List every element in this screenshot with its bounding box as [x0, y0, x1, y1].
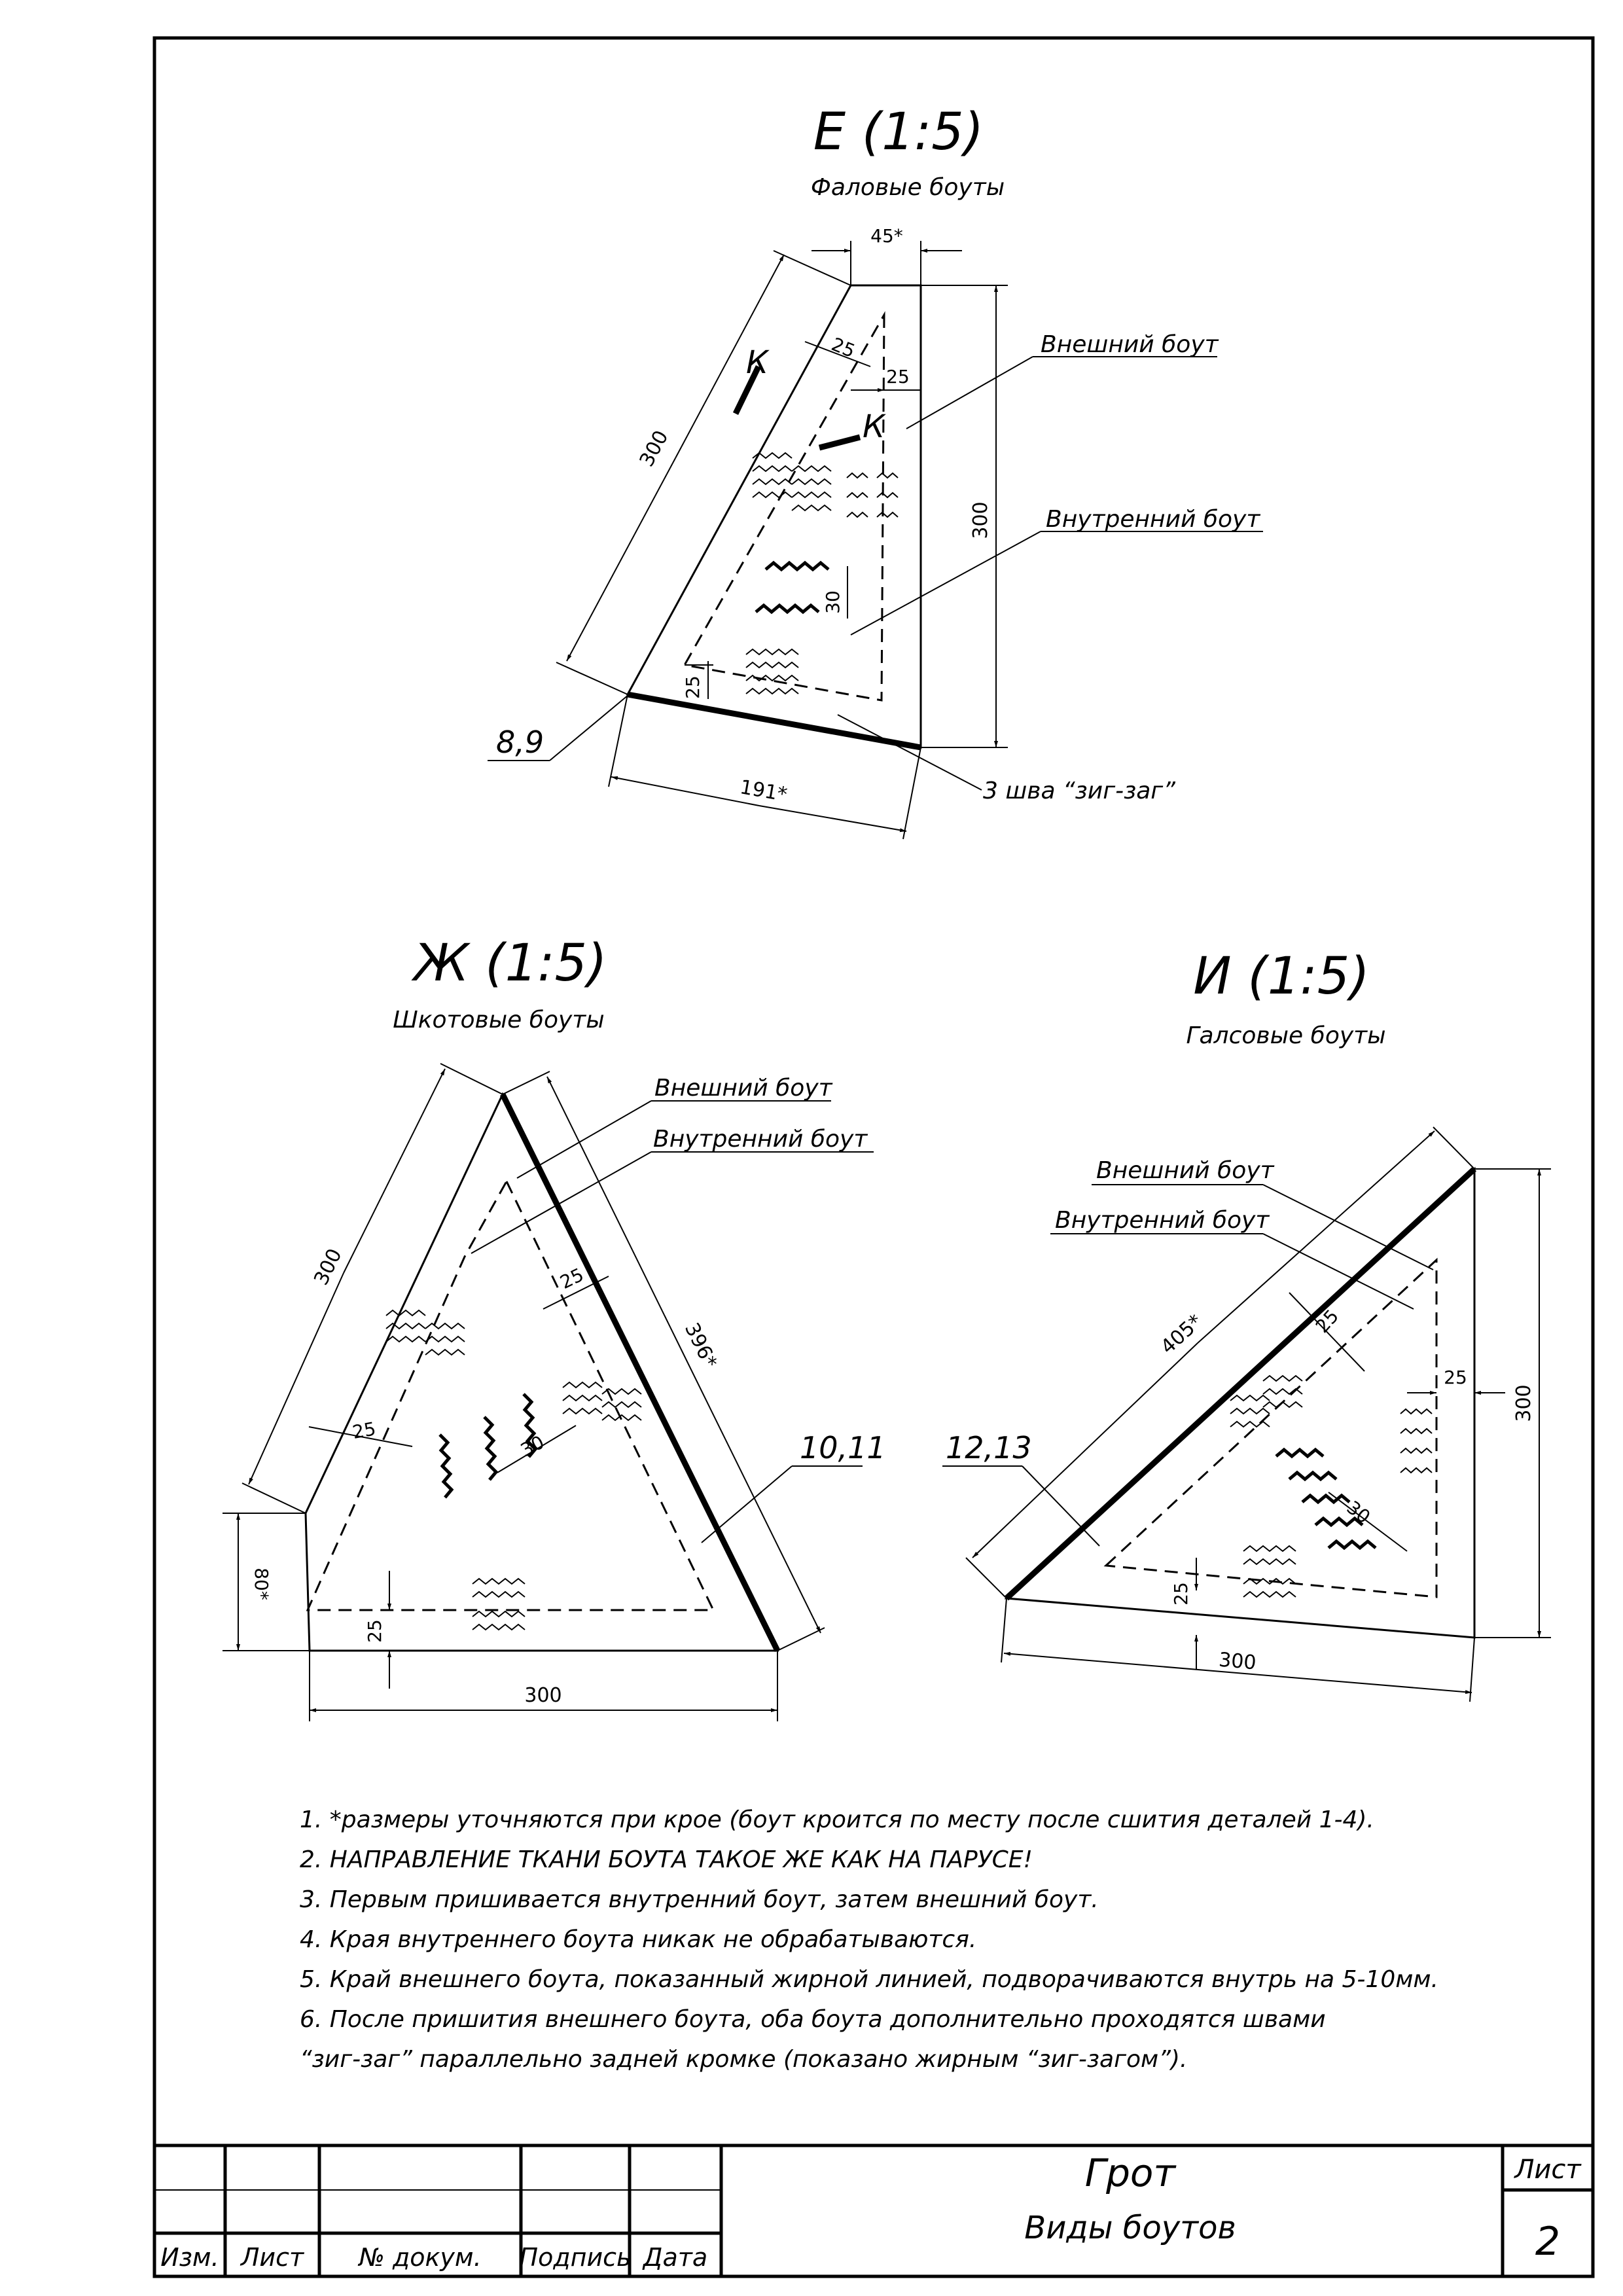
view-i-bold-edge	[1004, 1166, 1477, 1601]
view-e-title: Е (1:5)	[813, 103, 984, 162]
view-e-subtitle: Фаловые боуты	[811, 174, 1005, 201]
view-e-zigzag-patches	[745, 452, 899, 695]
view-i-dim-300-vertical: 300	[1512, 1384, 1535, 1422]
note-3: 3. Первым пришивается внутренний боут, з…	[300, 1886, 1099, 1913]
view-zh-label-outer: Внешний боут	[654, 1075, 833, 1102]
view-e: Е (1:5) Фаловые боуты 45* 300 300 191*	[488, 103, 1263, 840]
view-i-inner-outline	[1103, 1257, 1438, 1598]
view-zh-bold-zigzags	[438, 1393, 538, 1499]
view-i-subtitle: Галсовые боуты	[1186, 1022, 1385, 1049]
title-block-header-change: Изм.	[160, 2243, 219, 2272]
title-block-header-sheet: Лист	[240, 2243, 305, 2272]
view-i-dim-300-bottom: 300	[1218, 1649, 1257, 1675]
view-e-dim-300-slanted: 300	[635, 427, 673, 471]
view-e-label-outer: Внешний боут	[1041, 331, 1219, 358]
note-2: 2. НАПРАВЛЕНИЕ ТКАНИ БОУТА ТАКОЕ ЖЕ КАК …	[300, 1846, 1033, 1873]
view-e-bold-edge	[627, 691, 921, 751]
view-zh-dim-300-bottom: 300	[524, 1684, 562, 1707]
drawing-name: Грот	[1085, 2151, 1177, 2195]
view-i: И (1:5) Галсовые боуты 405* 300 300 25 2…	[942, 947, 1551, 1702]
view-i-title: И (1:5)	[1193, 947, 1370, 1006]
notes-block: 1. *размеры уточняются при крое (боут кр…	[300, 1800, 1543, 2079]
note-6: 6. После пришития внешнего боута, оба бо…	[300, 2006, 1326, 2033]
view-e-dim-25-a: 25	[829, 333, 858, 362]
note-5: 5. Край внешнего боута, показанный жирно…	[300, 1966, 1438, 1993]
view-i-ref-label: 12,13	[946, 1430, 1032, 1465]
view-e-inner-outline	[683, 311, 885, 702]
view-e-dim-25-c: 25	[682, 675, 704, 699]
title-block: Изм. Лист № докум. Подпись Дата Грот Вид…	[154, 2144, 1593, 2276]
view-zh-dim-25-c: 25	[364, 1619, 385, 1643]
note-1: 1. *размеры уточняются при крое (боут кр…	[300, 1806, 1374, 1833]
view-zh-bold-edge	[499, 1093, 781, 1652]
view-i-dim-25-a: 25	[1311, 1305, 1343, 1337]
view-e-bold-zigzags	[755, 560, 830, 615]
view-zh: Ж (1:5) Шкотовые боуты 300 396* 25 25 80…	[223, 934, 886, 1721]
sheet-frame	[152, 36, 1595, 2278]
view-e-dim-300-vertical: 300	[969, 501, 992, 539]
view-e-seams-label: 3 шва “зиг-заг”	[983, 778, 1175, 804]
sheet-number: 2	[1535, 2219, 1560, 2265]
view-zh-dim-300-slanted: 300	[310, 1245, 347, 1289]
sheet-label: Лист	[1513, 2155, 1582, 2185]
view-zh-subtitle: Шкотовые боуты	[393, 1007, 604, 1033]
note-6-continued: “зиг-заг” параллельно задней кромке (пок…	[300, 2046, 1188, 2073]
view-i-dim-25-b: 25	[1444, 1367, 1467, 1388]
view-zh-dim-80: 80*	[251, 1568, 272, 1600]
view-i-dim-25-c: 25	[1170, 1582, 1192, 1605]
title-block-header-signature: Подпись	[520, 2243, 632, 2272]
note-4: 4. Края внутреннего боута никак не обраб…	[300, 1926, 977, 1953]
view-zh-ref-label: 10,11	[800, 1430, 886, 1465]
view-i-outer-outline	[1004, 1166, 1476, 1639]
view-zh-zigzag-patches	[385, 1309, 642, 1631]
view-i-label-inner: Внутренний боут	[1055, 1207, 1270, 1234]
view-e-dim-45: 45*	[870, 225, 903, 247]
view-i-label-outer: Внешний боут	[1096, 1157, 1275, 1184]
sheet-title: Виды боутов	[1024, 2210, 1236, 2246]
view-e-mark-k2: К	[863, 408, 886, 445]
view-i-zigzag-patches	[1230, 1374, 1433, 1598]
view-zh-dim-396: 396*	[680, 1319, 721, 1372]
view-zh-title: Ж (1:5)	[411, 934, 607, 993]
view-e-dim-191: 191*	[738, 776, 789, 806]
title-block-header-doc: № докум.	[357, 2243, 481, 2272]
view-e-dim-30: 30	[822, 590, 844, 614]
view-zh-inner-outline	[306, 1179, 715, 1611]
view-e-mark-k1: К	[746, 344, 770, 381]
view-i-dim-405: 405*	[1156, 1310, 1207, 1359]
view-e-dim-25-b: 25	[886, 366, 910, 387]
view-zh-label-inner: Внутренний боут	[653, 1126, 868, 1153]
view-e-ref-label: 8,9	[496, 725, 544, 760]
title-block-header-date: Дата	[642, 2243, 707, 2272]
view-e-label-inner: Внутренний боут	[1046, 506, 1260, 533]
view-zh-dim-25-b: 25	[351, 1418, 378, 1443]
view-i-bold-zigzags	[1275, 1447, 1377, 1551]
